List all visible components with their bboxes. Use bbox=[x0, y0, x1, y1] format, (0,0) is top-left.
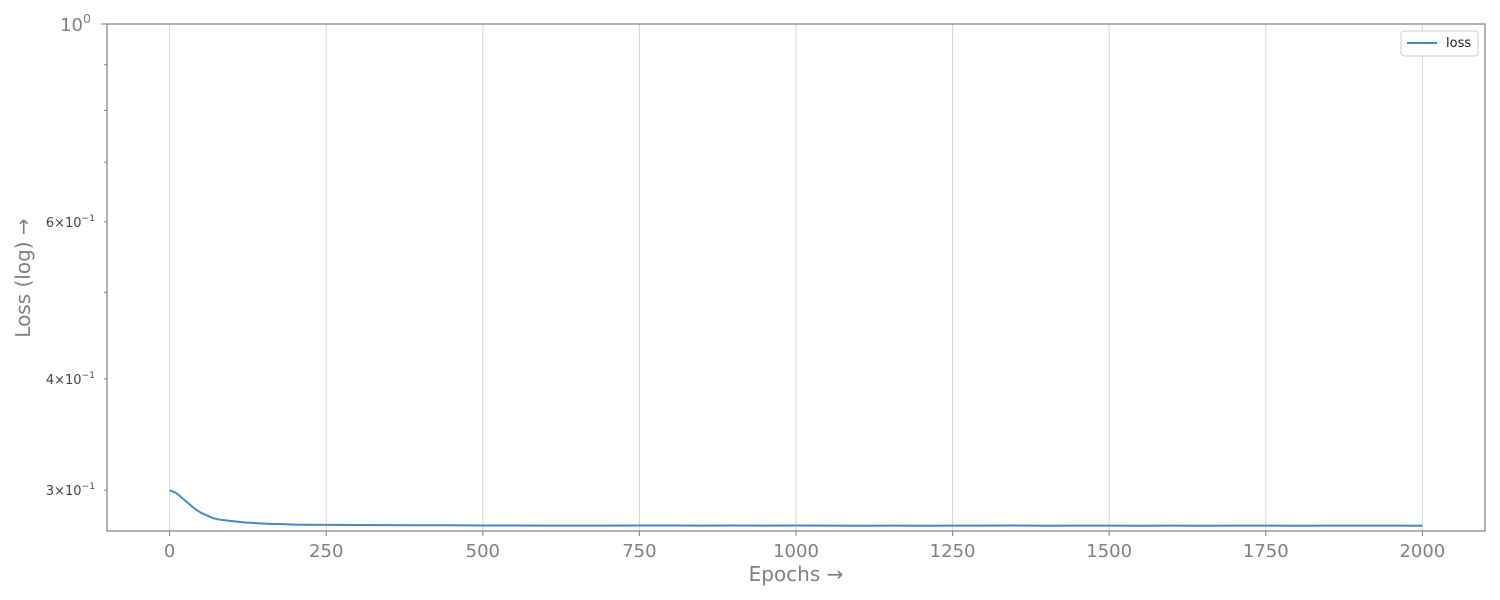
series-line-loss bbox=[169, 489, 1423, 527]
x-tick-label: 1750 bbox=[1243, 541, 1289, 562]
x-tick-label: 0 bbox=[164, 541, 175, 562]
x-tick-label: 250 bbox=[309, 541, 343, 562]
x-tick-label: 750 bbox=[622, 541, 656, 562]
y-axis-ticks: 100 3×10−1 4×10−1 6×10−1 bbox=[46, 11, 107, 499]
x-tick-label: 2000 bbox=[1399, 541, 1445, 562]
y-minor-tick-label: 4×10−1 bbox=[46, 371, 95, 388]
x-tick-label: 1500 bbox=[1086, 541, 1132, 562]
y-axis-label: Loss (log) → bbox=[11, 218, 35, 337]
x-tick-label: 1000 bbox=[773, 541, 819, 562]
series-layer bbox=[169, 489, 1423, 527]
x-axis-ticks: 0 250 500 750 1000 1250 1500 1750 2000 bbox=[164, 531, 1445, 562]
x-tick-label: 500 bbox=[466, 541, 500, 562]
legend: loss bbox=[1400, 30, 1479, 57]
y-minor-tick-label: 6×10−1 bbox=[46, 214, 95, 231]
x-axis-label: Epochs → bbox=[749, 562, 844, 586]
grid-lines bbox=[169, 24, 1423, 531]
legend-box bbox=[1400, 30, 1479, 57]
y-minor-tick-label: 3×10−1 bbox=[46, 482, 95, 499]
legend-label-loss: loss bbox=[1446, 36, 1471, 51]
y-major-tick-label: 100 bbox=[60, 11, 91, 36]
x-tick-label: 1250 bbox=[930, 541, 976, 562]
